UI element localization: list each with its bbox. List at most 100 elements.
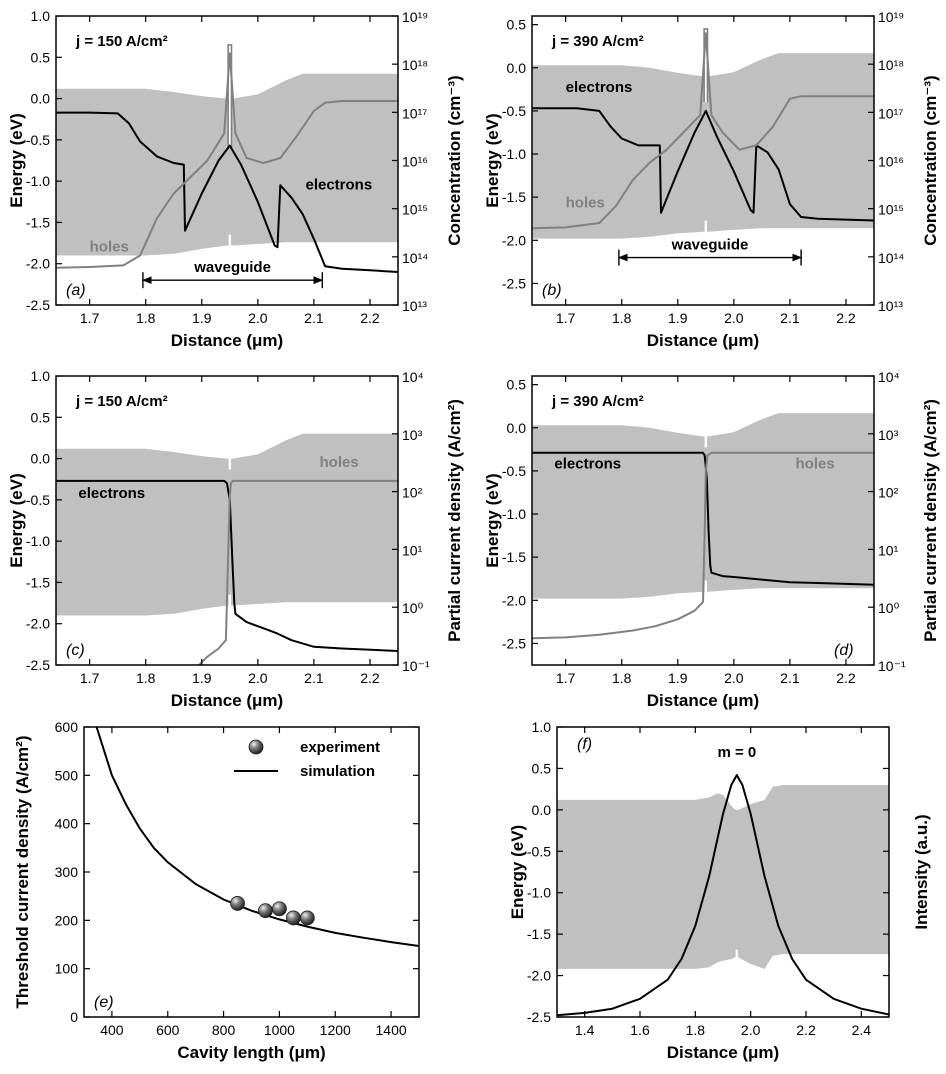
- current-density-annotation: j = 390 A/cm²: [551, 33, 644, 50]
- band-region: [557, 785, 889, 969]
- y-axis-label: Energy (eV): [483, 473, 502, 567]
- band-notch-bottom: [704, 220, 708, 233]
- x-tick-label: 2.0: [248, 310, 268, 326]
- y2-tick-label: 10¹⁹: [878, 9, 904, 25]
- x-tick-label: 1400: [376, 1022, 407, 1038]
- x-tick-label: 2.2: [836, 310, 856, 326]
- y2-axis-label: Concentration (cm⁻³): [921, 75, 940, 245]
- x-tick-label: 1.7: [556, 670, 576, 686]
- plot-area: [532, 28, 874, 239]
- x-tick-label: 1.8: [136, 310, 156, 326]
- y-axis-label: Energy (eV): [7, 473, 26, 567]
- x-tick-label: 2.1: [780, 670, 800, 686]
- band-region: [56, 433, 398, 616]
- panel-d: 1.7 1.8 1.9 2.0 2.1 2.2 -2.5 -2.0 -1.5 -1.0 -0.5 0.…: [483, 369, 940, 710]
- y-tick-label: -1.5: [502, 549, 526, 565]
- y-tick-label: -1.5: [527, 926, 551, 942]
- y2-tick-label: 10¹³: [878, 298, 903, 314]
- curve-label-holes: holes: [796, 455, 835, 472]
- legend-label-simulation: simulation: [300, 763, 375, 780]
- y-tick-label: 0.0: [31, 91, 51, 107]
- y-tick-label: -2.0: [502, 232, 526, 248]
- experiment-point: [258, 903, 273, 919]
- plot-frame: [531, 375, 875, 666]
- y2-tick-label: 10¹⁴: [878, 250, 904, 266]
- curve-label-electrons: electrons: [566, 79, 633, 96]
- y-tick-label: 0.5: [31, 49, 51, 65]
- y2-tick-label: 10¹³: [402, 298, 427, 314]
- curve-label-electrons: electrons: [78, 485, 145, 502]
- y2-tick-label: 10¹⁶: [878, 154, 904, 170]
- curve-label-holes: holes: [90, 238, 129, 255]
- current-density-annotation: j = 150 A/cm²: [75, 33, 168, 50]
- x-tick-label: 1.9: [192, 670, 212, 686]
- y2-tick-label: 10⁴: [878, 369, 900, 385]
- experiment-point: [299, 910, 315, 926]
- y2-axis-label: Intensity (a.u.): [912, 814, 931, 929]
- series-intensity: [557, 774, 889, 1017]
- plot-area: [95, 727, 419, 947]
- panel-c: 1.7 1.8 1.9 2.0 2.1 2.2 -2.5 -2.0 -1.5 -1.0 -0.5 0.…: [7, 368, 464, 710]
- y-tick-label: -2.5: [527, 1009, 551, 1025]
- x-tick-label: 2.0: [724, 670, 744, 686]
- y-tick-label: -1.5: [26, 574, 50, 590]
- series-simulation: [95, 727, 419, 947]
- x-tick-label: 1.8: [686, 1022, 706, 1038]
- y2-tick-label: 10¹⁵: [878, 202, 904, 218]
- experiment-point: [272, 901, 287, 917]
- y2-tick-label: 10¹⁷: [402, 105, 427, 121]
- y2-tick-label: 10¹⁹: [402, 9, 428, 25]
- legend-marker-experiment: [248, 739, 264, 755]
- y-tick-label: 0.5: [507, 377, 527, 393]
- panel-a: 1.7 1.8 1.9 2.0 2.1 2.2 -2.5 -2.0 -1.5 -1.0 -0.5 0.…: [7, 8, 464, 350]
- plot-frame: [55, 375, 399, 666]
- experiment-point: [285, 910, 301, 926]
- curve-label-holes: holes: [566, 195, 605, 212]
- x-axis-label: Distance (μm): [647, 331, 759, 350]
- panel-label: (c): [66, 642, 85, 659]
- x-axis-label: Distance (μm): [647, 691, 759, 710]
- x-tick-label: 2.2: [360, 310, 380, 326]
- y2-tick-label: 10²: [402, 485, 423, 501]
- y-tick-label: -2.0: [26, 616, 50, 632]
- plot-area: [532, 413, 874, 640]
- y-tick-label: 0.0: [507, 420, 527, 436]
- y-tick-label: -2.5: [502, 275, 526, 291]
- y-axis-label: Energy (eV): [7, 113, 26, 207]
- x-tick-label: 2.0: [741, 1022, 761, 1038]
- y-tick-label: 600: [55, 719, 79, 735]
- x-tick-label: 1200: [320, 1022, 351, 1038]
- panel-f: 1.4 1.6 1.8 2.0 2.2 2.4 -2.5 -2.0 -1.5 -1.0 -0.5 0.…: [508, 719, 931, 1062]
- y2-tick-label: 10²: [878, 485, 899, 501]
- x-tick-label: 1.8: [612, 310, 632, 326]
- y2-tick-label: 10¹: [878, 542, 899, 558]
- y-tick-label: 500: [55, 767, 79, 783]
- y2-tick-label: 10¹⁸: [402, 57, 428, 73]
- x-tick-label: 2.0: [248, 670, 268, 686]
- x-tick-label: 1.4: [575, 1022, 595, 1038]
- y2-tick-label: 10³: [878, 427, 899, 443]
- x-tick-label: 1.8: [136, 670, 156, 686]
- series-holes: [532, 451, 874, 640]
- y-tick-label: 0.5: [532, 760, 552, 776]
- series-holes: [198, 479, 398, 665]
- y-tick-label: -2.5: [26, 297, 50, 313]
- plot-frame: [556, 726, 890, 1018]
- x-axis-label: Distance (μm): [171, 331, 283, 350]
- y-tick-label: 300: [55, 864, 79, 880]
- y2-tick-label: 10¹⁷: [878, 105, 903, 121]
- panel-label: (d): [834, 642, 854, 659]
- x-tick-label: 2.1: [304, 670, 324, 686]
- band-region: [532, 413, 874, 599]
- x-axis-label: Distance (μm): [667, 1043, 779, 1062]
- experiment-point: [230, 896, 245, 911]
- y2-tick-label: 10¹⁴: [402, 250, 428, 266]
- mode-annotation: m = 0: [717, 744, 756, 761]
- panel-label: (b): [542, 282, 562, 299]
- y2-tick-label: 10⁴: [402, 369, 424, 385]
- y2-axis-label: Partial current density (A/cm²): [445, 399, 464, 642]
- y-tick-label: 200: [55, 912, 79, 928]
- x-tick-label: 1.9: [668, 670, 688, 686]
